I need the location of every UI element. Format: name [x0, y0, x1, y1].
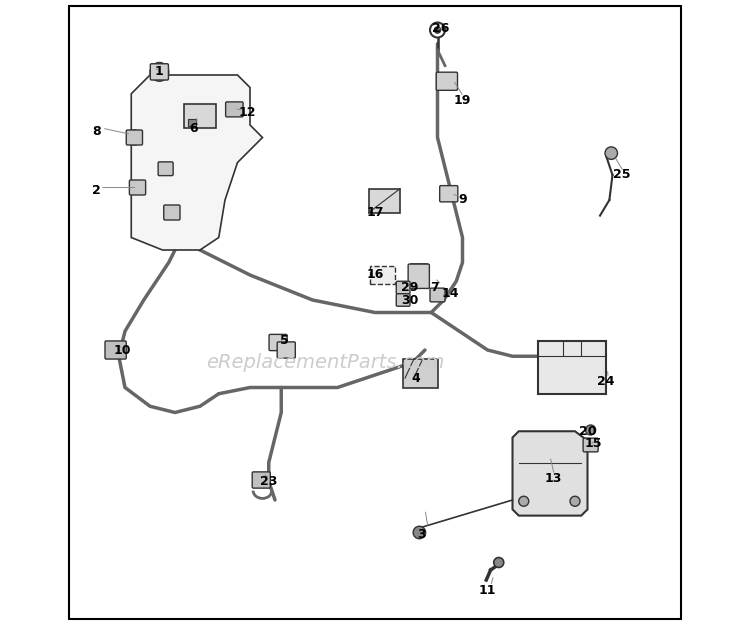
Bar [188, 119, 196, 126]
Text: 20: 20 [579, 425, 596, 438]
Bar [404, 359, 437, 388]
Bar [411, 264, 427, 282]
Text: 9: 9 [458, 194, 466, 206]
Text: 1: 1 [155, 66, 164, 78]
Circle shape [494, 558, 504, 568]
Text: 5: 5 [280, 334, 289, 347]
Circle shape [586, 425, 596, 435]
Polygon shape [512, 431, 587, 516]
Text: 7: 7 [430, 281, 439, 294]
Text: 30: 30 [401, 294, 418, 306]
Circle shape [127, 130, 142, 145]
Text: eReplacementParts.com: eReplacementParts.com [206, 353, 444, 372]
Text: 15: 15 [585, 438, 602, 450]
Circle shape [605, 147, 617, 159]
Text: 8: 8 [92, 125, 101, 138]
Text: 29: 29 [401, 281, 418, 294]
Circle shape [519, 496, 529, 506]
FancyBboxPatch shape [430, 288, 445, 302]
Circle shape [570, 496, 580, 506]
Bar [538, 341, 606, 394]
FancyBboxPatch shape [269, 334, 287, 351]
Text: 23: 23 [260, 475, 278, 488]
Text: 10: 10 [113, 344, 130, 356]
FancyBboxPatch shape [105, 341, 126, 359]
FancyBboxPatch shape [408, 264, 429, 288]
Bar [370, 266, 395, 284]
FancyBboxPatch shape [396, 281, 410, 294]
FancyBboxPatch shape [436, 72, 457, 90]
Circle shape [413, 526, 425, 539]
FancyBboxPatch shape [164, 205, 180, 220]
FancyBboxPatch shape [126, 130, 142, 145]
Text: 14: 14 [441, 288, 459, 300]
Text: 16: 16 [366, 269, 384, 281]
Text: 13: 13 [544, 472, 562, 484]
Text: 6: 6 [190, 122, 198, 134]
Text: 3: 3 [418, 528, 426, 541]
Text: 17: 17 [366, 206, 384, 219]
FancyBboxPatch shape [150, 64, 169, 80]
FancyBboxPatch shape [226, 102, 243, 117]
FancyBboxPatch shape [158, 162, 173, 176]
Text: 11: 11 [478, 584, 496, 597]
FancyBboxPatch shape [129, 180, 146, 195]
Text: 25: 25 [614, 169, 631, 181]
FancyBboxPatch shape [252, 472, 270, 488]
Circle shape [150, 62, 169, 81]
Bar [184, 104, 216, 128]
Text: 12: 12 [238, 106, 256, 119]
Polygon shape [131, 75, 262, 250]
FancyBboxPatch shape [278, 342, 296, 358]
Text: 26: 26 [432, 22, 449, 34]
FancyBboxPatch shape [396, 294, 410, 306]
Text: 24: 24 [598, 375, 615, 388]
Circle shape [434, 27, 441, 33]
Bar [369, 189, 400, 213]
Text: 4: 4 [411, 372, 420, 384]
FancyBboxPatch shape [584, 438, 598, 452]
Text: 19: 19 [454, 94, 471, 106]
FancyBboxPatch shape [440, 186, 458, 202]
Text: 2: 2 [92, 184, 101, 197]
